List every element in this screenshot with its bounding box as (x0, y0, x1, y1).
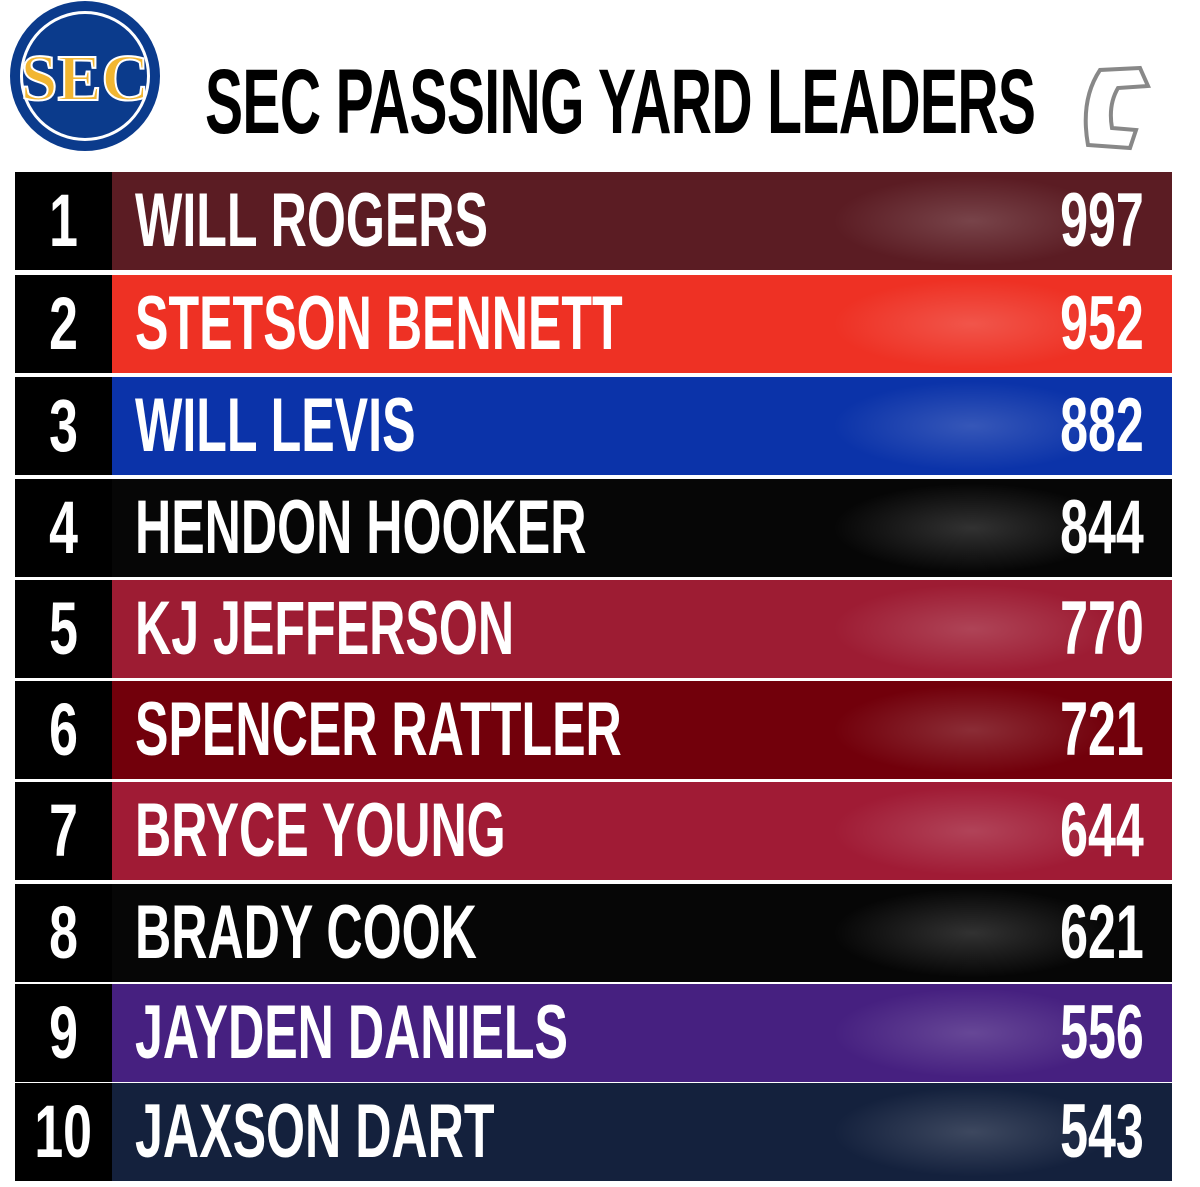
rank: 10 (15, 1083, 112, 1181)
rank-text: 8 (49, 891, 78, 974)
row-bar (112, 1083, 1172, 1181)
yards: 556 (1017, 984, 1144, 1082)
yards-text: 556 (1060, 990, 1144, 1075)
rank: 3 (15, 377, 112, 475)
rank-text: 7 (49, 789, 78, 872)
player-photo (832, 786, 1112, 876)
player-name-text: BRADY COOK (135, 890, 477, 975)
row: 2 STETSON BENNETT 952 (15, 275, 1172, 373)
player-photo (832, 1087, 1112, 1177)
player-name-text: WILL ROGERS (135, 178, 488, 263)
player-name: BRYCE YOUNG (135, 782, 697, 880)
player-photo (832, 483, 1112, 573)
logo-text: SEC (21, 42, 149, 115)
row: 6 SPENCER RATTLER 721 (15, 681, 1172, 779)
yards-text: 721 (1060, 687, 1144, 772)
yards-text: 543 (1060, 1089, 1144, 1174)
player-photo (832, 584, 1112, 674)
yards-text: 882 (1060, 383, 1144, 468)
yards-text: 770 (1060, 586, 1144, 671)
row-bar (112, 377, 1172, 475)
row: 7 BRYCE YOUNG 644 (15, 782, 1172, 880)
player-photo (832, 381, 1112, 471)
rank-text: 1 (49, 179, 78, 262)
rank: 2 (15, 275, 112, 373)
player-name-text: SPENCER RATTLER (135, 687, 622, 772)
rank: 9 (15, 984, 112, 1082)
yards: 997 (1017, 172, 1144, 270)
row: 9 JAYDEN DANIELS 556 (15, 984, 1172, 1082)
rank-text: 9 (49, 991, 78, 1074)
yards-text: 997 (1060, 178, 1144, 263)
logo-disc (23, 14, 147, 138)
player-name-text: JAXSON DART (135, 1089, 495, 1174)
brand-logo (1083, 65, 1151, 151)
rank-text: 2 (49, 282, 78, 365)
rank: 7 (15, 782, 112, 880)
row-bar (112, 984, 1172, 1082)
rank: 8 (15, 884, 112, 982)
player-name: KJ JEFFERSON (135, 580, 709, 678)
rank-text: 3 (49, 384, 78, 467)
player-name: STETSON BENNETT (135, 275, 874, 373)
player-photo (832, 176, 1112, 266)
player-name-text: WILL LEVIS (135, 383, 416, 468)
player-name-text: BRYCE YOUNG (135, 788, 506, 873)
row: 5 KJ JEFFERSON 770 (15, 580, 1172, 678)
row: 8 BRADY COOK 621 (15, 884, 1172, 982)
rank: 5 (15, 580, 112, 678)
player-name-text: HENDON HOOKER (135, 485, 587, 570)
player-name-text: KJ JEFFERSON (135, 586, 515, 671)
row: 4 HENDON HOOKER 844 (15, 479, 1172, 577)
row-bar (112, 172, 1172, 270)
player-photo (832, 279, 1112, 369)
player-name: JAXSON DART (135, 1083, 680, 1181)
yards: 952 (1017, 275, 1144, 373)
yards-text: 844 (1060, 485, 1144, 570)
player-name: JAYDEN DANIELS (135, 984, 791, 1082)
yards: 543 (1017, 1083, 1144, 1181)
player-name-text: STETSON BENNETT (135, 281, 623, 366)
player-name: HENDON HOOKER (135, 479, 819, 577)
row: 1 WILL ROGERS 997 (15, 172, 1172, 270)
sec-logo: SEC (10, 1, 160, 151)
rank-text: 6 (49, 688, 78, 771)
yards-text: 952 (1060, 281, 1144, 366)
player-photo (832, 685, 1112, 775)
yards-text: 644 (1060, 788, 1144, 873)
rank: 6 (15, 681, 112, 779)
yards: 844 (1017, 479, 1144, 577)
player-name: WILL ROGERS (135, 172, 670, 270)
brand-shape (1083, 65, 1151, 151)
title: SEC PASSING YARD LEADERS (205, 52, 1200, 152)
row-bar (112, 681, 1172, 779)
player-name: WILL LEVIS (135, 377, 560, 475)
row: 3 WILL LEVIS 882 (15, 377, 1172, 475)
yards: 644 (1017, 782, 1144, 880)
row-bar (112, 479, 1172, 577)
rank-text: 5 (49, 587, 78, 670)
row-bar (112, 782, 1172, 880)
yards: 882 (1017, 377, 1144, 475)
title-text: SEC PASSING YARD LEADERS (205, 51, 1036, 153)
row: 10 JAXSON DART 543 (15, 1083, 1172, 1181)
player-name: BRADY COOK (135, 884, 653, 982)
yards: 721 (1017, 681, 1144, 779)
row-bar (112, 580, 1172, 678)
yards-text: 621 (1060, 890, 1144, 975)
rank-text: 4 (49, 486, 78, 569)
rank: 4 (15, 479, 112, 577)
row-bar (112, 884, 1172, 982)
player-photo (832, 888, 1112, 978)
yards: 770 (1017, 580, 1144, 678)
rank-text: 10 (34, 1090, 93, 1173)
player-name-text: JAYDEN DANIELS (135, 990, 568, 1075)
player-photo (832, 988, 1112, 1078)
row-bar (112, 275, 1172, 373)
yards: 621 (1017, 884, 1144, 982)
player-name: SPENCER RATTLER (135, 681, 873, 779)
rank: 1 (15, 172, 112, 270)
